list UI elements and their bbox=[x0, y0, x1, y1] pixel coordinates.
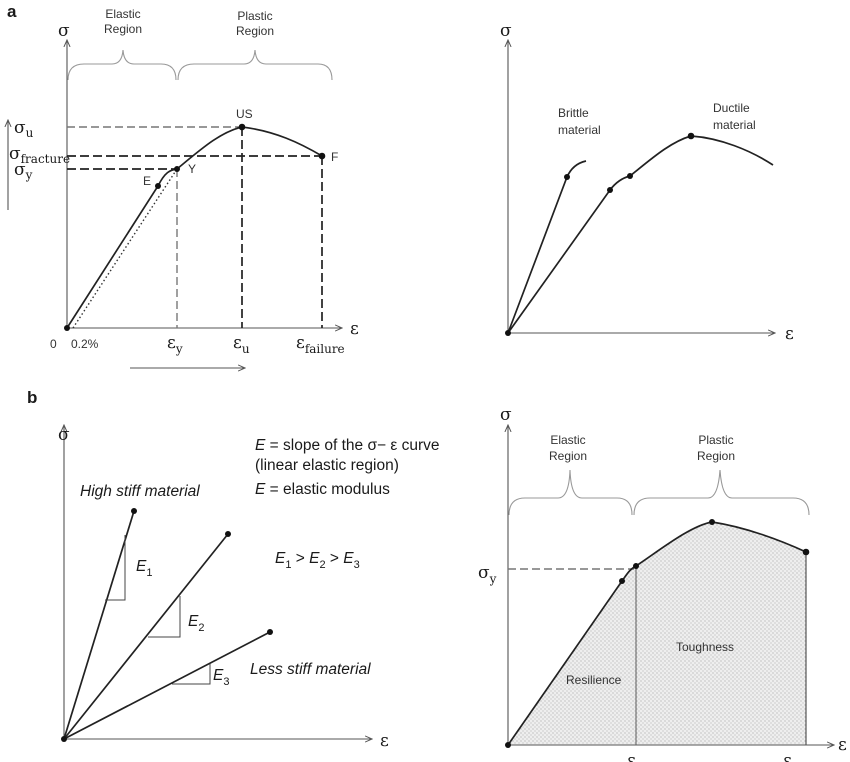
panel-a-letter: a bbox=[7, 2, 17, 21]
brittle-point bbox=[564, 174, 570, 180]
label-eps-y: εy bbox=[167, 333, 183, 356]
point-y bbox=[174, 166, 180, 172]
label-origin: 0 bbox=[50, 337, 57, 351]
panel-b-right-plot: σ ε Elastic Region Plastic Region σy Res… bbox=[478, 405, 847, 762]
origin-point bbox=[61, 736, 67, 742]
definition-slope: E = slope of the σ− ε curve bbox=[255, 437, 440, 454]
label-sigma-u: σu bbox=[14, 118, 34, 140]
resilience-label: Resilience bbox=[566, 673, 622, 687]
brittle-label-line1: Brittle bbox=[558, 106, 589, 120]
ductile-label-line1: Ductile bbox=[713, 101, 750, 115]
origin-point bbox=[505, 330, 511, 336]
label-sigma-fracture: σfracture bbox=[9, 144, 70, 166]
panel-b-letter: b bbox=[27, 388, 37, 407]
panel-a-left-plot: a σ ε Elastic Region Plastic Region bbox=[7, 2, 359, 368]
panel-b-left-plot: b σ ε E = slope of the σ− ε curve (linea… bbox=[27, 388, 440, 751]
elastic-region-label-line1: Elastic bbox=[105, 7, 140, 21]
label-y: Y bbox=[188, 162, 196, 176]
end-point-e1 bbox=[131, 508, 137, 514]
elastic-region-brace bbox=[67, 49, 177, 81]
label-us: US bbox=[236, 107, 253, 121]
toughness-area bbox=[636, 522, 806, 745]
ductile-peak-point bbox=[687, 132, 695, 140]
stress-strain-curve bbox=[66, 126, 323, 329]
less-stiff-label: Less stiff material bbox=[250, 661, 371, 678]
elastic-limit-point bbox=[619, 578, 625, 584]
label-e3: E3 bbox=[213, 667, 229, 688]
plastic-region-label-line2: Region bbox=[697, 449, 735, 463]
yield-point bbox=[633, 563, 639, 569]
x-axis-symbol: ε bbox=[785, 324, 794, 344]
label-eps-u: εu bbox=[233, 333, 250, 356]
label-f: F bbox=[331, 150, 338, 164]
elastic-region-label-line1: Elastic bbox=[550, 433, 585, 447]
y-axis-symbol: σ bbox=[58, 21, 70, 41]
definition-modulus: E = elastic modulus bbox=[255, 481, 390, 498]
elastic-region-label-line2: Region bbox=[104, 22, 142, 36]
high-stiff-label: High stiff material bbox=[80, 483, 200, 500]
panel-a-right-plot: σ ε Brittle material Ductile material bbox=[500, 21, 794, 344]
slope-triangle-e1 bbox=[105, 535, 126, 601]
definition-region: (linear elastic region) bbox=[255, 457, 399, 474]
ultimate-point bbox=[709, 519, 715, 525]
label-eps-failure: εfailure bbox=[296, 333, 345, 356]
label-e: E bbox=[143, 174, 151, 188]
x-axis-symbol: ε bbox=[350, 319, 359, 339]
plastic-region-label-line1: Plastic bbox=[698, 433, 733, 447]
y-axis-symbol: σ bbox=[58, 425, 70, 445]
point-us bbox=[238, 123, 246, 131]
point-e bbox=[155, 183, 161, 189]
slope-triangle-e2 bbox=[148, 596, 181, 638]
stress-strain-curve bbox=[507, 521, 807, 746]
ductile-point-2 bbox=[627, 173, 633, 179]
end-point-e2 bbox=[225, 531, 231, 537]
label-e1: E1 bbox=[136, 558, 152, 579]
x-axis-symbol: ε bbox=[380, 731, 389, 751]
y-axis-symbol: σ bbox=[500, 21, 512, 41]
brittle-label-line2: material bbox=[558, 123, 601, 137]
slope-triangle-e3 bbox=[172, 664, 211, 685]
failure-point bbox=[802, 548, 810, 556]
ductile-label-line2: material bbox=[713, 118, 756, 132]
end-point-e3 bbox=[267, 629, 273, 635]
brittle-curve bbox=[507, 160, 587, 334]
offset-line bbox=[72, 168, 178, 329]
ductile-point-1 bbox=[607, 187, 613, 193]
label-eps-y: εy bbox=[627, 751, 643, 762]
plastic-region-label-line1: Plastic bbox=[237, 9, 272, 23]
origin-point bbox=[64, 325, 70, 331]
x-axis-symbol: ε bbox=[838, 735, 847, 755]
label-offset: 0.2% bbox=[71, 337, 99, 351]
toughness-label: Toughness bbox=[676, 640, 734, 654]
plastic-region-label-line2: Region bbox=[236, 24, 274, 38]
label-e2: E2 bbox=[188, 613, 204, 634]
line-e3 bbox=[63, 631, 271, 740]
label-sigma-y: σy bbox=[14, 160, 33, 182]
label-eps-failure: εfailure bbox=[783, 751, 832, 762]
line-e2 bbox=[63, 533, 229, 740]
line-e1 bbox=[63, 510, 135, 740]
label-sigma-y: σy bbox=[478, 563, 497, 586]
point-f bbox=[318, 152, 326, 160]
ductile-curve bbox=[507, 135, 774, 334]
elastic-region-label-line2: Region bbox=[549, 449, 587, 463]
modulus-inequality: E1 > E2 > E3 bbox=[275, 550, 360, 571]
elastic-region-brace bbox=[508, 469, 633, 516]
plastic-region-brace bbox=[633, 469, 810, 516]
y-axis-symbol: σ bbox=[500, 405, 512, 425]
plastic-region-brace bbox=[177, 49, 333, 81]
origin-point bbox=[505, 742, 511, 748]
